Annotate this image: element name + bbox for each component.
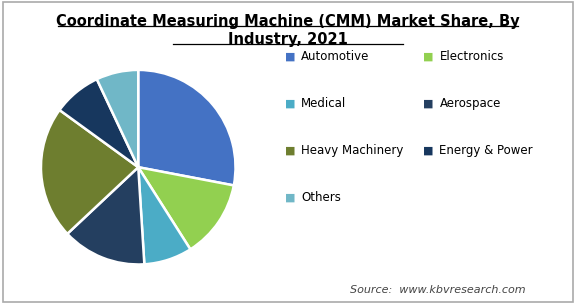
Wedge shape <box>41 110 138 234</box>
Text: Medical: Medical <box>301 97 347 110</box>
Text: Energy & Power: Energy & Power <box>439 144 533 157</box>
Wedge shape <box>138 167 190 264</box>
Text: Others: Others <box>301 191 341 204</box>
Text: Source:  www.kbvresearch.com: Source: www.kbvresearch.com <box>350 285 525 295</box>
Text: ■: ■ <box>285 98 295 108</box>
Text: ■: ■ <box>285 193 295 202</box>
Text: ■: ■ <box>285 51 295 61</box>
Text: Coordinate Measuring Machine (CMM) Market Share, By: Coordinate Measuring Machine (CMM) Marke… <box>56 14 520 29</box>
Text: ■: ■ <box>423 51 434 61</box>
Wedge shape <box>59 79 138 167</box>
Text: Industry, 2021: Industry, 2021 <box>228 32 348 47</box>
Text: Aerospace: Aerospace <box>439 97 501 110</box>
Text: Electronics: Electronics <box>439 50 504 63</box>
Wedge shape <box>97 70 138 167</box>
Wedge shape <box>67 167 145 264</box>
Text: ■: ■ <box>285 146 295 155</box>
Wedge shape <box>138 167 234 249</box>
Wedge shape <box>138 70 236 185</box>
Text: ■: ■ <box>423 146 434 155</box>
Text: ■: ■ <box>423 98 434 108</box>
Text: Automotive: Automotive <box>301 50 370 63</box>
Text: Heavy Machinery: Heavy Machinery <box>301 144 404 157</box>
